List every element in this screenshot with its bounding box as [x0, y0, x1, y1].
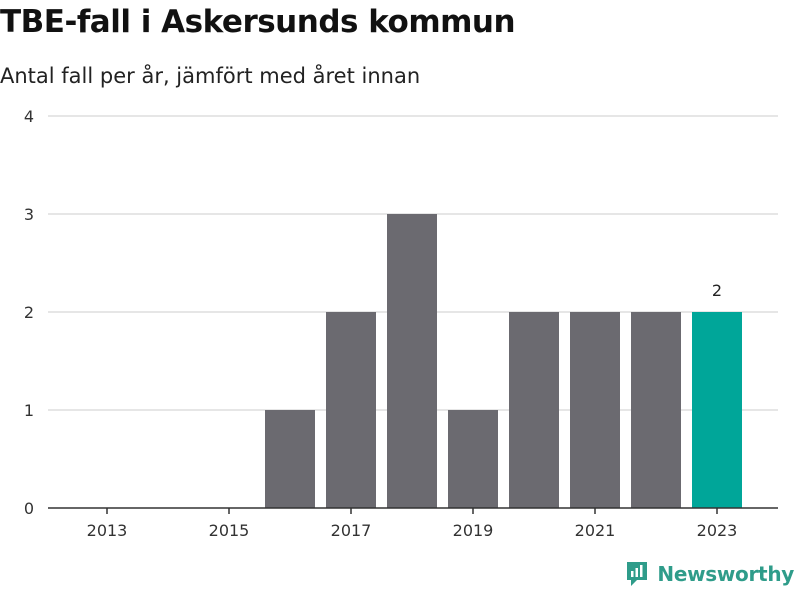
axes	[48, 507, 778, 514]
bar-2019	[448, 410, 498, 508]
x-tick-label: 2013	[87, 521, 128, 540]
bar-2020	[509, 312, 559, 508]
bar-2016	[265, 410, 315, 508]
data-label: 2	[712, 281, 722, 300]
bar-2017	[326, 312, 376, 508]
bar-2022	[631, 312, 681, 508]
y-tick-label: 1	[24, 401, 34, 420]
newsworthy-logo-icon	[627, 562, 648, 586]
y-tick-label: 4	[24, 107, 34, 126]
y-tick-label: 2	[24, 303, 34, 322]
bars	[265, 214, 742, 508]
labels: 0 1 2 3 4 2013 2015 2017 2019 2021 2023 2	[24, 107, 738, 540]
y-tick-label: 3	[24, 205, 34, 224]
x-tick-label: 2017	[331, 521, 372, 540]
y-tick-label: 0	[24, 499, 34, 518]
chart-title: TBE-fall i Askersunds kommun	[0, 4, 516, 40]
bar-2021	[570, 312, 620, 508]
x-tick-label: 2019	[453, 521, 494, 540]
bar-2023	[692, 312, 742, 508]
x-tick-label: 2021	[575, 521, 616, 540]
bar-2018	[387, 214, 437, 508]
chart-subtitle: Antal fall per år, jämfört med året inna…	[0, 64, 421, 88]
x-tick-label: 2015	[209, 521, 250, 540]
x-tick-label: 2023	[697, 521, 738, 540]
brand-logo: Newsworthy	[625, 560, 794, 588]
brand-name: Newsworthy	[657, 562, 794, 586]
